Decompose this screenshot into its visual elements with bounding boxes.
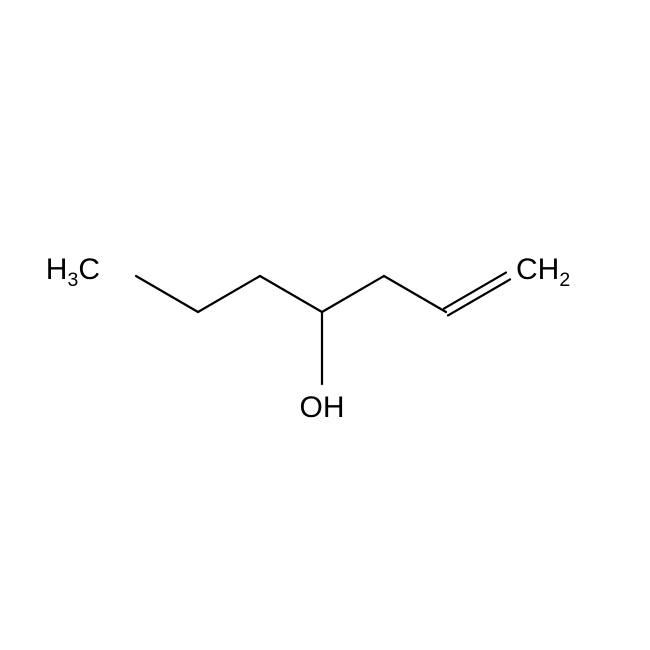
hydroxyl-label: OH [300,393,345,423]
molecule-canvas: H3C CH2 OH [0,0,650,650]
bond-layer [0,0,650,650]
methyl-label: H3C [46,255,100,285]
methylene-label: CH2 [516,255,570,285]
